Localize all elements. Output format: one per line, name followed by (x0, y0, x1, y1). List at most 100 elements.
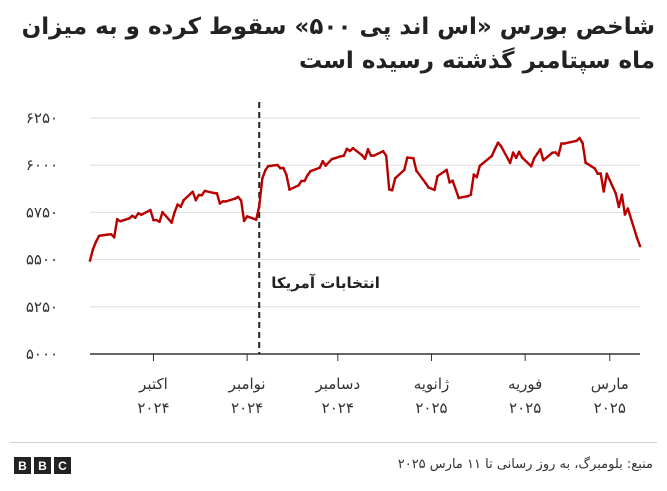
data-point (384, 154, 388, 158)
y-tick-label: ۵۲۵۰ (26, 298, 58, 316)
line-chart: ۵۰۰۰ ۵۲۵۰ ۵۵۰۰ ۵۷۵۰ ۶۰۰۰ ۶۲۵۰ اکتبر ۲۰۲۴ نوامبر… (26, 102, 642, 417)
data-point (514, 156, 518, 160)
data-point (469, 193, 473, 197)
data-point (560, 142, 563, 145)
data-point (300, 179, 303, 183)
data-point (170, 221, 173, 224)
data-point (321, 159, 325, 163)
data-point (324, 164, 328, 167)
data-point (267, 164, 270, 168)
data-point (360, 153, 364, 157)
x-tick-month: دسامبر (314, 375, 360, 393)
footer: B B C منبع: بلومبرگ، به روز رسانی تا ۱۱ … (10, 442, 657, 483)
data-point (617, 205, 621, 209)
x-tick-year: ۲۰۲۵ (509, 399, 541, 417)
data-point (245, 215, 249, 218)
x-tick-month: فوریه (508, 375, 542, 393)
data-point (620, 193, 624, 197)
data-point (511, 151, 515, 154)
data-point (88, 259, 92, 262)
gridlines (90, 117, 640, 308)
data-point (638, 244, 642, 248)
data-point (191, 190, 194, 194)
data-point (155, 218, 158, 222)
series-layer (88, 136, 642, 262)
sp500-line (88, 136, 642, 262)
data-point (605, 172, 609, 175)
data-point (551, 151, 554, 154)
data-point (342, 154, 346, 158)
data-point (257, 205, 261, 208)
data-point (596, 172, 599, 175)
data-point (297, 184, 300, 187)
data-point (478, 164, 482, 168)
bbc-logo-letter: B (34, 457, 51, 474)
data-point (318, 166, 322, 169)
data-point (203, 189, 207, 193)
data-point (390, 189, 394, 192)
source-note: منبع: بلومبرگ، به روز رسانی تا ۱۱ مارس ۲… (397, 457, 653, 472)
data-point (381, 149, 385, 153)
data-point (264, 169, 267, 172)
data-point (221, 200, 225, 203)
data-point (542, 159, 545, 162)
x-axis: اکتبر ۲۰۲۴ نوامبر ۲۰۲۴ دسامبر ۲۰۲۴ ژانویه ۲۰۲۵ ف… (90, 353, 640, 417)
data-point (563, 142, 566, 145)
data-point (448, 181, 451, 184)
election-marker-label: انتخابات آمریکا (271, 274, 380, 292)
data-point (387, 188, 391, 191)
data-point (520, 156, 524, 159)
data-point (239, 199, 243, 202)
bbc-logo-letter: B (14, 457, 31, 474)
data-point (212, 191, 216, 195)
x-tick-year: ۲۰۲۴ (231, 399, 263, 417)
data-point (282, 166, 285, 170)
data-point (575, 139, 578, 143)
data-point (593, 167, 596, 170)
x-tick-month: مارس (591, 375, 629, 393)
data-point (554, 151, 557, 154)
data-point (403, 168, 406, 172)
y-tick-label: ۵۰۰۰ (26, 345, 58, 363)
data-point (173, 210, 176, 214)
x-tick-month: نوامبر (228, 375, 266, 393)
chart-title: شاخص بورس «اس اند پی ۵۰۰» سقوط کرده و به… (21, 14, 655, 74)
annotation: انتخابات آمریکا (258, 102, 380, 354)
data-point (578, 136, 581, 140)
x-tick-month: ژانویه (414, 375, 450, 393)
data-point (197, 193, 201, 197)
data-point (306, 173, 309, 177)
y-tick-label: ۶۰۰۰ (26, 156, 58, 174)
data-point (106, 233, 110, 236)
data-point (115, 217, 119, 221)
y-axis-ticks: ۵۰۰۰ ۵۲۵۰ ۵۵۰۰ ۵۷۵۰ ۶۰۰۰ ۶۲۵۰ (26, 109, 58, 363)
data-point (532, 156, 536, 160)
data-point (451, 179, 454, 182)
data-point (623, 213, 627, 216)
data-point (215, 192, 219, 195)
data-point (508, 161, 512, 165)
data-point (499, 144, 503, 148)
y-tick-label: ۵۷۵۰ (26, 203, 58, 221)
data-point (152, 218, 155, 222)
data-point (224, 200, 228, 203)
x-tick-month: اکتبر (138, 375, 168, 393)
data-point (614, 192, 618, 195)
data-point (635, 236, 639, 240)
data-point (433, 188, 436, 192)
data-point (330, 157, 334, 161)
data-point (345, 147, 349, 151)
data-point (466, 194, 470, 198)
x-tick-year: ۲۰۲۵ (594, 399, 626, 417)
data-point (366, 148, 370, 151)
data-point (529, 165, 533, 168)
x-tick-year: ۲۰۲۴ (137, 399, 169, 417)
data-point (194, 198, 198, 202)
data-point (626, 207, 630, 210)
data-point (134, 216, 137, 219)
data-point (285, 173, 288, 177)
data-point (475, 175, 479, 179)
data-point (112, 236, 116, 239)
data-point (218, 202, 222, 205)
data-point (581, 141, 584, 145)
